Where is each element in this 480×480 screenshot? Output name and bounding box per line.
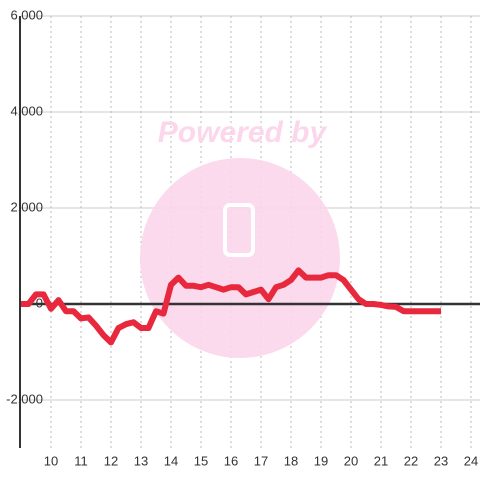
x-tick-label: 11 xyxy=(74,453,88,468)
x-tick-label: 14 xyxy=(164,453,178,468)
x-tick-label: 13 xyxy=(134,453,148,468)
x-tick-label: 10 xyxy=(44,453,58,468)
watermark-circle xyxy=(140,158,340,358)
watermark-icon xyxy=(223,203,255,257)
x-tick-label: 23 xyxy=(434,453,448,468)
line-series xyxy=(21,267,441,346)
watermark xyxy=(140,158,340,358)
watermark-text: Powered by xyxy=(158,116,328,149)
x-tick-label: 18 xyxy=(284,453,298,468)
y-tick-label: 4,000 xyxy=(10,103,43,118)
y-tick-label: -2,000 xyxy=(6,391,43,406)
x-tick-label: 21 xyxy=(374,453,388,468)
x-tick-label: 12 xyxy=(104,453,118,468)
x-tick-label: 20 xyxy=(344,453,358,468)
y-tick-label: 6,000 xyxy=(10,7,43,22)
x-tick-label: 15 xyxy=(194,453,208,468)
x-tick-label: 22 xyxy=(404,453,418,468)
x-tick-label: 16 xyxy=(224,453,238,468)
x-tick-label: 17 xyxy=(254,453,268,468)
x-tick-label: 19 xyxy=(314,453,328,468)
x-tick-label: 24 xyxy=(464,453,478,468)
y-tick-label: 2,000 xyxy=(10,199,43,214)
